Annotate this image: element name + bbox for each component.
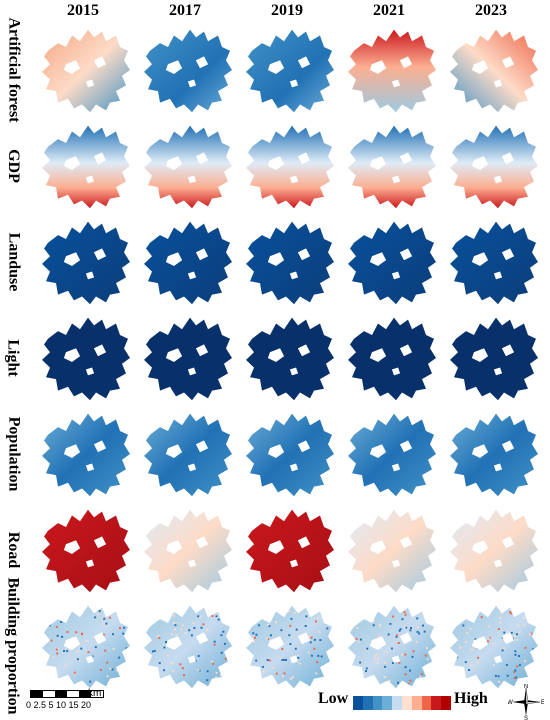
map-panel xyxy=(342,502,442,598)
map-panel xyxy=(36,214,136,310)
scale-bar-unit: km xyxy=(88,688,102,699)
legend-swatch xyxy=(431,696,442,710)
year-header-2023: 2023 xyxy=(475,2,507,19)
legend-low-label: Low xyxy=(318,690,349,707)
legend-swatch xyxy=(353,696,363,710)
legend-swatch xyxy=(421,696,432,710)
svg-text:E: E xyxy=(541,700,544,706)
scale-bar xyxy=(30,690,104,698)
map-panel xyxy=(36,406,136,502)
compass-rose-icon: N S E W xyxy=(508,684,544,720)
map-panel xyxy=(240,598,340,694)
row-label-population: Population xyxy=(5,416,22,492)
map-panel xyxy=(342,310,442,406)
map-panel xyxy=(36,22,136,118)
map-panel xyxy=(138,406,238,502)
svg-text:N: N xyxy=(524,684,528,690)
map-panel xyxy=(240,214,340,310)
legend-swatch xyxy=(441,696,451,710)
row-label-landuse: Landuse xyxy=(5,232,23,292)
year-header-2017: 2017 xyxy=(169,2,201,19)
map-panel xyxy=(444,214,544,310)
legend-swatch xyxy=(382,696,393,710)
map-panel xyxy=(138,598,238,694)
scale-bar-ticks: 0 2.5 5 10 15 20 xyxy=(26,700,92,710)
map-panel xyxy=(138,214,238,310)
map-panel xyxy=(240,502,340,598)
map-panel xyxy=(444,598,544,694)
map-panel xyxy=(240,310,340,406)
map-panel xyxy=(36,598,136,694)
legend-swatch xyxy=(411,696,422,710)
map-panel xyxy=(342,598,442,694)
year-header-2015: 2015 xyxy=(67,2,99,19)
map-panel xyxy=(240,406,340,502)
map-panel xyxy=(138,502,238,598)
map-panel xyxy=(240,118,340,214)
legend-swatch xyxy=(362,696,373,710)
map-panel xyxy=(342,22,442,118)
map-panel xyxy=(138,22,238,118)
legend-high-label: High xyxy=(454,690,488,707)
map-panel xyxy=(138,310,238,406)
row-label-gdp: GDP xyxy=(5,149,22,183)
legend-color-ramp xyxy=(353,696,451,710)
map-panel xyxy=(36,118,136,214)
year-header-2021: 2021 xyxy=(373,2,405,19)
legend-swatch xyxy=(392,696,402,710)
map-panel xyxy=(36,310,136,406)
row-label-light: Light xyxy=(5,339,22,377)
legend-swatch xyxy=(372,696,383,710)
map-panel xyxy=(36,502,136,598)
map-panel xyxy=(444,310,544,406)
svg-text:S: S xyxy=(524,716,528,720)
map-panel xyxy=(342,406,442,502)
legend-swatch xyxy=(401,696,412,710)
map-panel xyxy=(444,118,544,214)
year-header-2019: 2019 xyxy=(271,2,303,19)
map-panel xyxy=(138,118,238,214)
map-panel xyxy=(444,502,544,598)
map-panel xyxy=(444,22,544,118)
map-panel xyxy=(342,214,442,310)
row-label-building-proportion: Building proportion xyxy=(5,577,22,715)
map-panel xyxy=(444,406,544,502)
map-panel xyxy=(342,118,442,214)
row-label-artificial-forest: Artificial forest xyxy=(5,17,22,123)
map-panel xyxy=(240,22,340,118)
svg-text:W: W xyxy=(508,700,513,706)
